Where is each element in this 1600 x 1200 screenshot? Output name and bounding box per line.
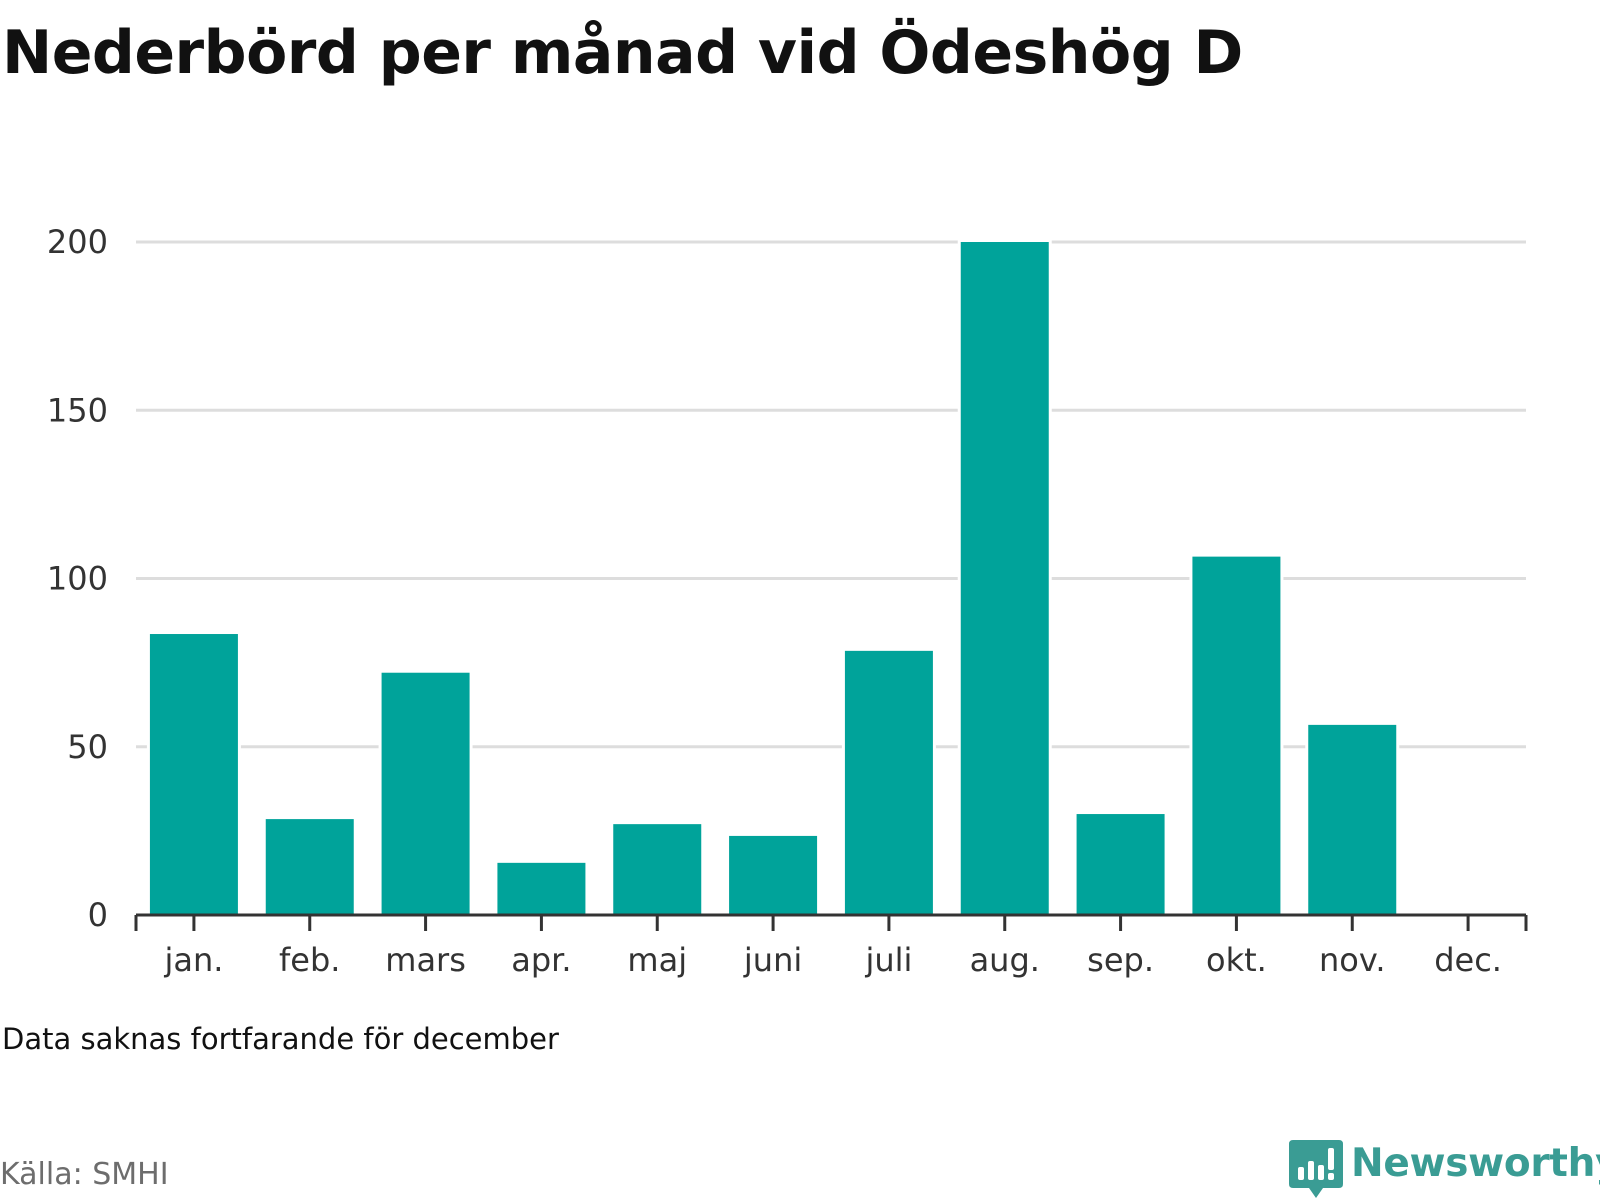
x-tick-label: maj bbox=[627, 941, 687, 979]
x-tick-label: apr. bbox=[511, 941, 571, 979]
x-tick-label: dec. bbox=[1434, 941, 1502, 979]
bar-7 bbox=[957, 239, 1052, 918]
x-tick-label: juli bbox=[864, 941, 912, 979]
bar-4 bbox=[610, 821, 705, 919]
bar-10 bbox=[1305, 721, 1400, 918]
bar-8 bbox=[1073, 811, 1168, 918]
bar-0 bbox=[146, 631, 241, 919]
x-tick-label: sep. bbox=[1087, 941, 1154, 979]
y-tick-label: 150 bbox=[47, 391, 108, 429]
newsworthy-logo-icon bbox=[1289, 1140, 1343, 1198]
chart-note: Data saknas fortfarande för december bbox=[2, 1022, 559, 1056]
bar-6 bbox=[841, 647, 936, 918]
newsworthy-logo: Newsworthy bbox=[1289, 1140, 1600, 1200]
x-tick-label: aug. bbox=[970, 941, 1040, 979]
x-tick-label: okt. bbox=[1206, 941, 1267, 979]
logo-text: Newsworthy bbox=[1351, 1140, 1600, 1186]
chart-title: Nederbörd per månad vid Ödeshög D bbox=[2, 18, 1243, 88]
x-tick-label: mars bbox=[385, 941, 466, 979]
x-tick-label: feb. bbox=[279, 941, 340, 979]
y-tick-label: 0 bbox=[88, 896, 108, 934]
x-tick-label: juni bbox=[743, 941, 802, 979]
bar-9 bbox=[1189, 553, 1284, 918]
bar-1 bbox=[262, 816, 357, 918]
y-tick-label: 200 bbox=[47, 223, 108, 261]
tick-labels: 0 50 100 150 200 jan. feb. mars apr. maj juni juli a… bbox=[47, 223, 1502, 979]
x-tick-label: jan. bbox=[163, 941, 223, 979]
source-credit: Källa: SMHI bbox=[0, 1157, 169, 1192]
x-axis bbox=[134, 913, 1528, 931]
bar-2 bbox=[378, 669, 473, 918]
bar-5 bbox=[726, 832, 821, 918]
y-tick-label: 100 bbox=[47, 560, 108, 598]
bar-3 bbox=[494, 859, 589, 919]
y-tick-label: 50 bbox=[67, 728, 108, 766]
x-tick-label: nov. bbox=[1319, 941, 1385, 979]
gridlines bbox=[136, 240, 1526, 749]
